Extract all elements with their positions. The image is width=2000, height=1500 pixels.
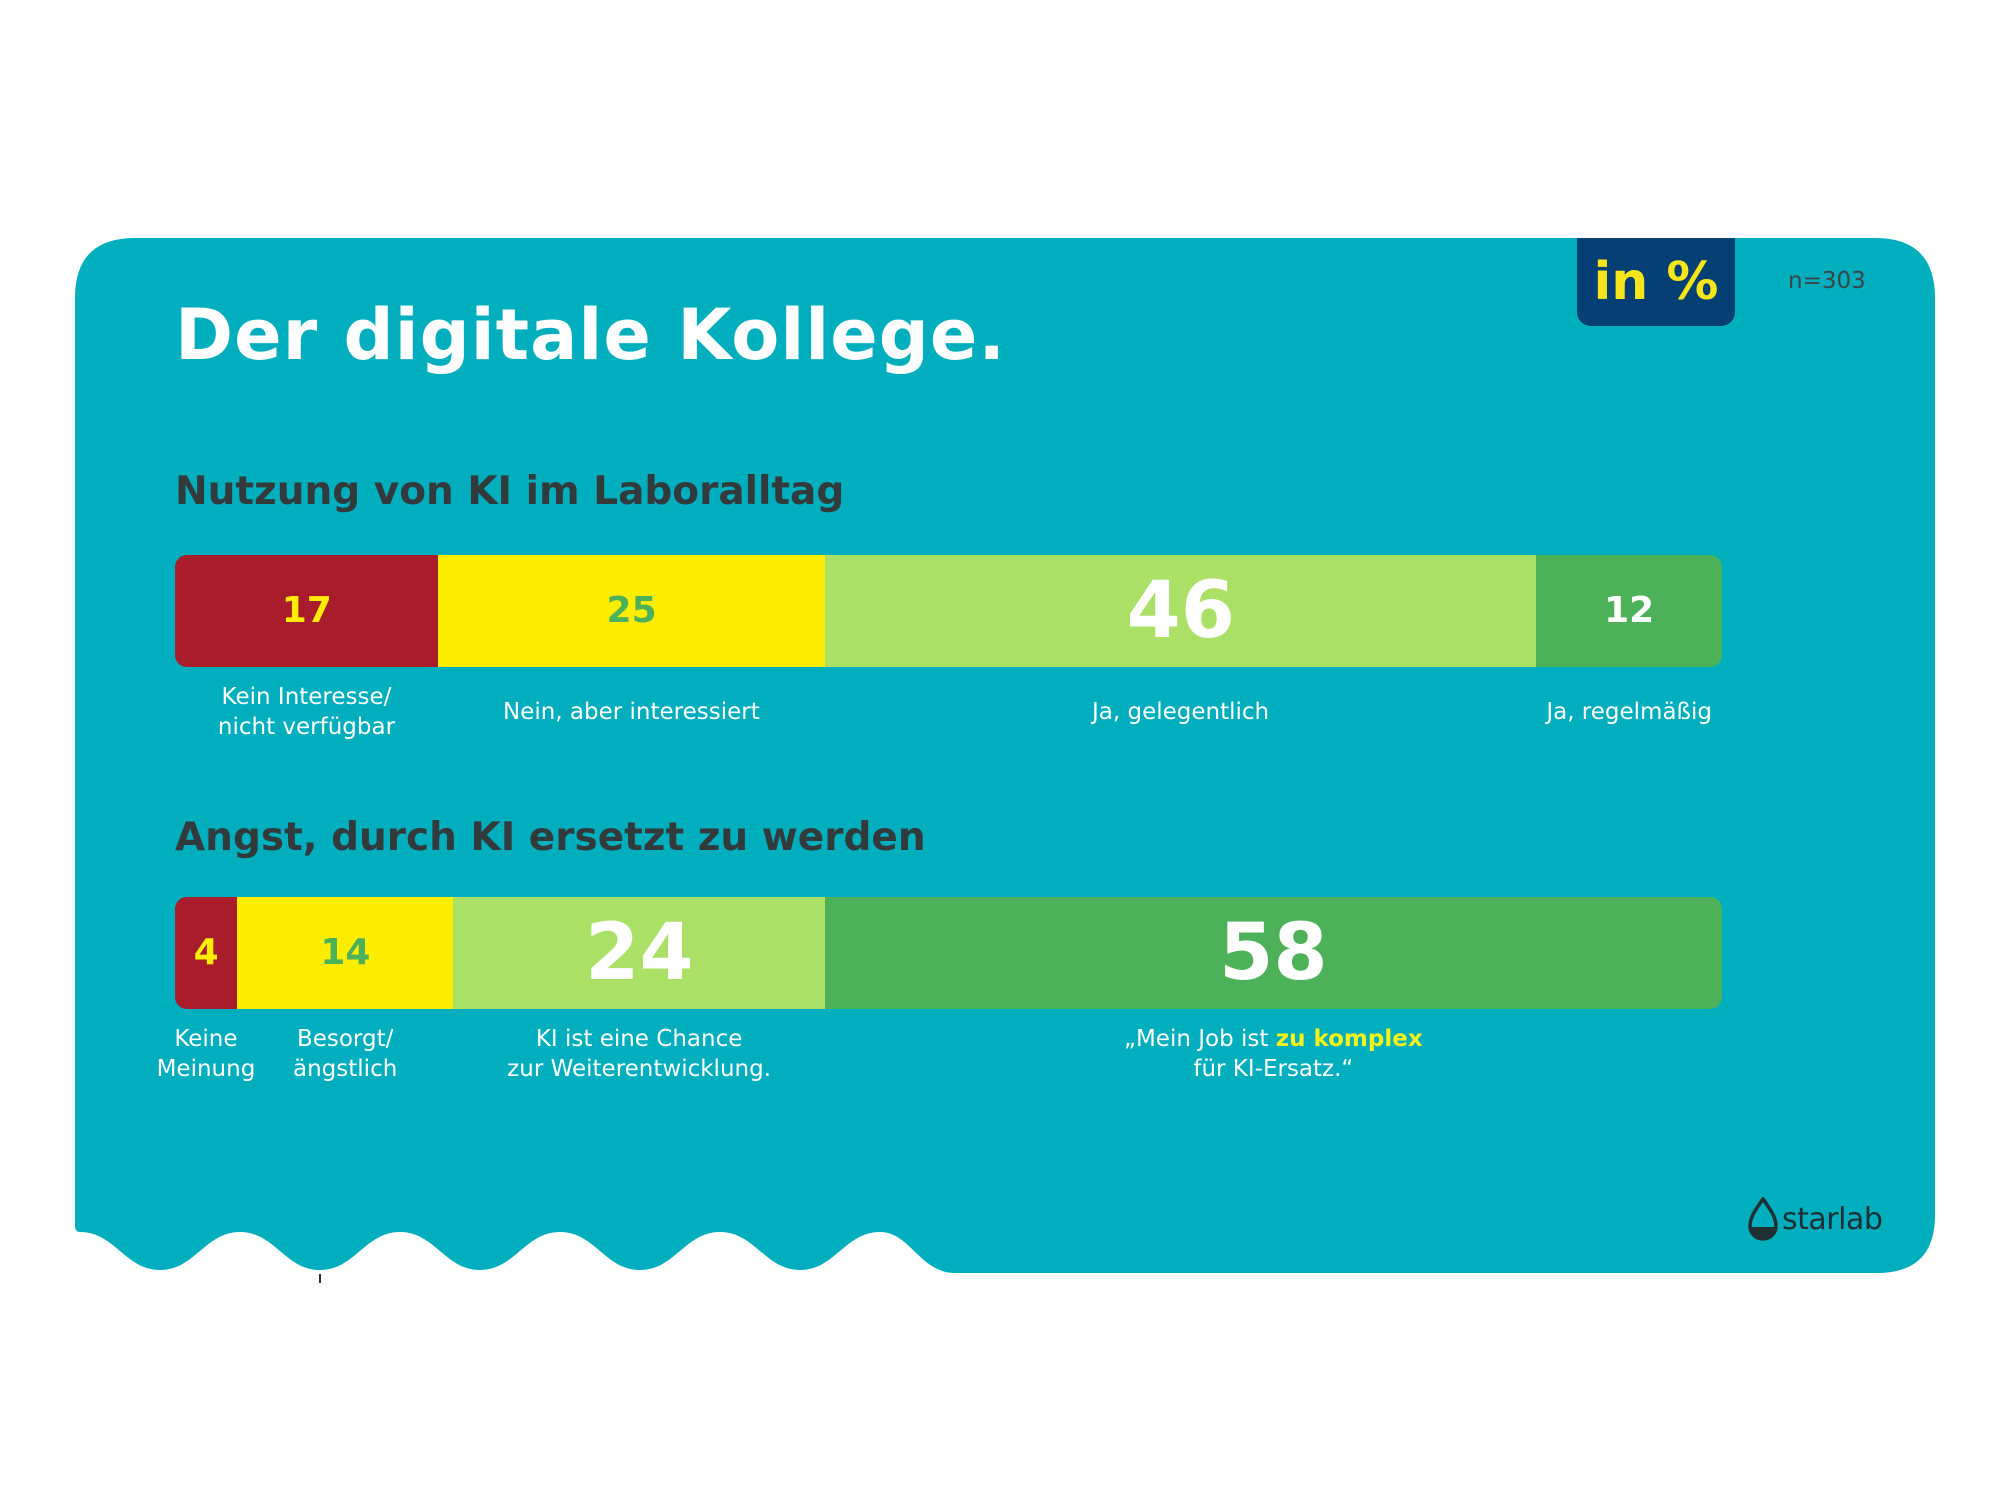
chart2-value-4: 58 — [1219, 908, 1328, 998]
label-line: „Mein Job ist zu komplex — [1124, 1024, 1423, 1054]
label-line: zur Weiterentwicklung. — [507, 1056, 772, 1082]
chart2-segment-3: 24 — [453, 897, 826, 1009]
label-line: Meinung — [156, 1056, 256, 1082]
chart2-label-2: Besorgt/ängstlich — [293, 1024, 397, 1084]
label-line: ängstlich — [293, 1056, 398, 1082]
chart2-value-1: 4 — [193, 932, 219, 973]
chart1-segment-2: 25 — [437, 555, 826, 667]
label-line: Ja, regelmäßig — [1546, 699, 1713, 725]
label-line: KI ist eine Chance — [535, 1026, 743, 1052]
chart1-bar: 17 25 46 12 — [175, 555, 1722, 667]
label-line: Ja, gelegentlich — [1091, 699, 1270, 725]
label-line: Nein, aber interessiert — [502, 699, 760, 725]
chart1-value-4: 12 — [1604, 590, 1655, 631]
label-line: für KI-Ersatz.“ — [1124, 1054, 1423, 1084]
chart2-label-3: KI ist eine Chance zur Weiterentwicklung. — [507, 1024, 771, 1084]
chart1-value-2: 25 — [606, 590, 657, 631]
chart1-label-2: Nein, aber interessiert — [503, 697, 760, 727]
logo-text: starlab — [1782, 1202, 1883, 1237]
chart1-segment-1: 17 — [175, 555, 439, 667]
chart1-label-3: Ja, gelegentlich — [1092, 697, 1269, 727]
card-shape — [75, 238, 1935, 1273]
chart2-segment-2: 14 — [236, 897, 454, 1009]
label-highlight: zu komplex — [1275, 1026, 1423, 1052]
chart2-labels: Keine Meinung Besorgt/ängstlich KI ist eine… — [157, 1024, 1722, 1094]
chart1-segment-3: 46 — [824, 555, 1537, 667]
sample-size: n=303 — [1788, 268, 1866, 294]
chart1-label-1: Kein Interesse/nicht verfügbar — [218, 682, 395, 742]
chart1-labels: Kein Interesse/nicht verfügbar Nein, aber… — [175, 682, 1722, 752]
chart1-title: Nutzung von KI im Laboralltag — [175, 469, 845, 514]
chart2-title: Angst, durch KI ersetzt zu werden — [175, 815, 926, 860]
chart1-value-1: 17 — [281, 590, 332, 631]
chart2-bar: 4 14 24 58 — [175, 897, 1722, 1009]
chart2-value-3: 24 — [585, 908, 694, 998]
page-title: Der digitale Kollege. — [175, 294, 1006, 376]
stray-mark — [319, 1274, 321, 1283]
starlab-logo: starlab — [1748, 1195, 1883, 1245]
chart2-label-1: Keine Meinung — [157, 1024, 256, 1084]
chart2-segment-4: 58 — [824, 897, 1722, 1009]
unit-badge: in % — [1577, 238, 1735, 326]
chart2-value-2: 14 — [320, 932, 371, 973]
chart1-value-3: 46 — [1126, 566, 1236, 656]
label-text: „Mein Job ist — [1124, 1026, 1276, 1052]
chart2-segment-1: 4 — [175, 897, 238, 1009]
starlab-drop-icon — [1748, 1197, 1778, 1241]
label-line: nicht verfügbar — [217, 714, 396, 740]
chart2-label-4: „Mein Job ist zu komplex für KI-Ersatz.“ — [1124, 1024, 1423, 1084]
label-line: Keine — [174, 1026, 238, 1052]
label-text: für KI-Ersatz.“ — [1193, 1056, 1354, 1082]
label-line: Kein Interesse/ — [221, 684, 392, 710]
chart1-segment-4: 12 — [1536, 555, 1722, 667]
label-line: Besorgt/ — [296, 1026, 394, 1052]
chart1-label-4: Ja, regelmäßig — [1546, 697, 1712, 727]
